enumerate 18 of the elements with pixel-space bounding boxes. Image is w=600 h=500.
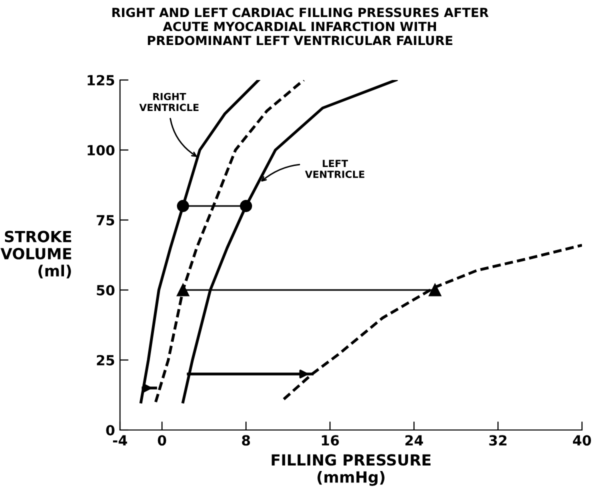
y-tick-label: 100: [88, 144, 114, 156]
annotation: RIGHT VENTRICLE: [139, 92, 199, 112]
y-tick-label: 25: [96, 354, 114, 366]
x-tick-label: -4: [113, 435, 128, 446]
x-tick-label: 0: [158, 435, 166, 446]
x-tick-label: 8: [242, 435, 250, 446]
x-tick-label: 24: [405, 435, 424, 446]
y-tick-label: 0: [106, 424, 114, 436]
x-tick-label: 40: [572, 435, 591, 446]
y-tick-label: 50: [96, 284, 114, 296]
y-tick-label: 125: [88, 74, 114, 86]
x-tick-label: 16: [322, 435, 339, 446]
x-tick-label: 32: [489, 435, 506, 446]
chart-title: RIGHT AND LEFT CARDIAC FILLING PRESSURES AFTER ACUTE MYOCARDIAL INFARCTION WITH PREDOMINANT LEFT VENTRICULAR FAILURE: [112, 8, 489, 46]
y-axis-title: STROKE VOLUME (ml): [0, 230, 72, 278]
x-axis-title: FILLING PRESSURE (mmHg): [272, 454, 431, 486]
annotation: LEFT VENTRICLE: [305, 160, 364, 178]
y-tick-label: 75: [96, 215, 114, 226]
